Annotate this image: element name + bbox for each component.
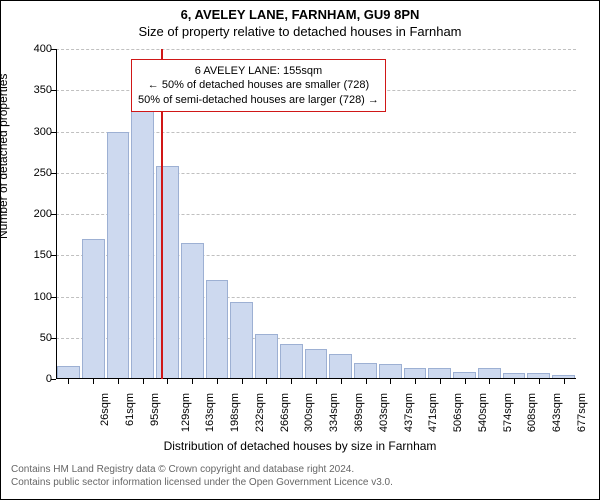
x-tick xyxy=(143,379,144,384)
x-tick xyxy=(266,379,267,384)
x-tick-label: 369sqm xyxy=(353,393,365,432)
plot-region: 05010015020025030035040026sqm61sqm95sqm1… xyxy=(56,49,576,379)
x-tick xyxy=(465,379,466,384)
y-tick-label: 400 xyxy=(34,43,56,55)
histogram-bar xyxy=(255,334,278,379)
x-tick-label: 26sqm xyxy=(99,393,111,426)
footer-line-2: Contains public sector information licen… xyxy=(11,476,599,489)
x-tick xyxy=(514,379,515,384)
y-tick-label: 250 xyxy=(34,167,56,179)
x-tick-label: 677sqm xyxy=(576,393,588,432)
y-axis-label: Number of detached properties xyxy=(0,74,10,239)
x-tick xyxy=(366,379,367,384)
x-tick-label: 437sqm xyxy=(403,393,415,432)
x-tick-label: 506sqm xyxy=(452,393,464,432)
histogram-bar xyxy=(329,354,352,379)
x-tick xyxy=(68,379,69,384)
footer: Contains HM Land Registry data © Crown c… xyxy=(1,463,599,489)
x-tick xyxy=(440,379,441,384)
x-tick-label: 61sqm xyxy=(124,393,136,426)
y-tick-label: 100 xyxy=(34,291,56,303)
y-tick-label: 50 xyxy=(40,332,56,344)
x-tick-label: 403sqm xyxy=(378,393,390,432)
x-tick xyxy=(291,379,292,384)
histogram-bar xyxy=(181,243,204,379)
histogram-bar xyxy=(280,344,303,379)
x-tick xyxy=(242,379,243,384)
histogram-bar xyxy=(82,239,105,379)
x-tick xyxy=(415,379,416,384)
info-box-line: 6 AVELEY LANE: 155sqm xyxy=(138,64,379,78)
y-tick-label: 0 xyxy=(46,373,56,385)
histogram-bar xyxy=(131,111,154,379)
histogram-bar xyxy=(305,349,328,379)
x-tick-label: 471sqm xyxy=(427,393,439,432)
histogram-bar xyxy=(354,363,377,380)
x-tick xyxy=(118,379,119,384)
x-tick-label: 300sqm xyxy=(304,393,316,432)
x-tick-label: 608sqm xyxy=(526,393,538,432)
info-box-line: ← 50% of detached houses are smaller (72… xyxy=(138,78,379,92)
x-tick-label: 574sqm xyxy=(502,393,514,432)
histogram-bar xyxy=(379,364,402,379)
info-box: 6 AVELEY LANE: 155sqm← 50% of detached h… xyxy=(131,59,386,112)
x-tick-label: 643sqm xyxy=(551,393,563,432)
chart-subtitle: Size of property relative to detached ho… xyxy=(1,24,599,39)
x-tick-label: 232sqm xyxy=(254,393,266,432)
x-tick xyxy=(192,379,193,384)
x-tick xyxy=(539,379,540,384)
x-tick xyxy=(217,379,218,384)
x-tick-label: 95sqm xyxy=(149,393,161,426)
y-tick-label: 350 xyxy=(34,84,56,96)
x-tick xyxy=(390,379,391,384)
footer-line-1: Contains HM Land Registry data © Crown c… xyxy=(11,463,599,476)
chart-title: 6, AVELEY LANE, FARNHAM, GU9 8PN xyxy=(1,7,599,22)
x-tick-label: 334sqm xyxy=(328,393,340,432)
y-tick-label: 150 xyxy=(34,249,56,261)
x-tick-label: 129sqm xyxy=(180,393,192,432)
x-axis-label: Distribution of detached houses by size … xyxy=(1,439,599,453)
y-axis xyxy=(56,49,57,379)
histogram-bar xyxy=(156,166,179,379)
x-tick-label: 163sqm xyxy=(205,393,217,432)
x-tick xyxy=(341,379,342,384)
x-tick xyxy=(93,379,94,384)
histogram-bar xyxy=(107,132,130,379)
x-tick xyxy=(564,379,565,384)
info-box-line: 50% of semi-detached houses are larger (… xyxy=(138,93,379,107)
histogram-bar xyxy=(206,280,229,379)
x-axis xyxy=(56,378,576,379)
y-tick-label: 200 xyxy=(34,208,56,220)
x-tick-label: 198sqm xyxy=(229,393,241,432)
histogram-bar xyxy=(230,302,253,379)
x-tick xyxy=(167,379,168,384)
x-tick xyxy=(316,379,317,384)
chart-area: Number of detached properties 0501001502… xyxy=(1,39,600,439)
x-tick xyxy=(489,379,490,384)
x-tick-label: 540sqm xyxy=(477,393,489,432)
x-tick-label: 266sqm xyxy=(279,393,291,432)
y-tick-label: 300 xyxy=(34,126,56,138)
